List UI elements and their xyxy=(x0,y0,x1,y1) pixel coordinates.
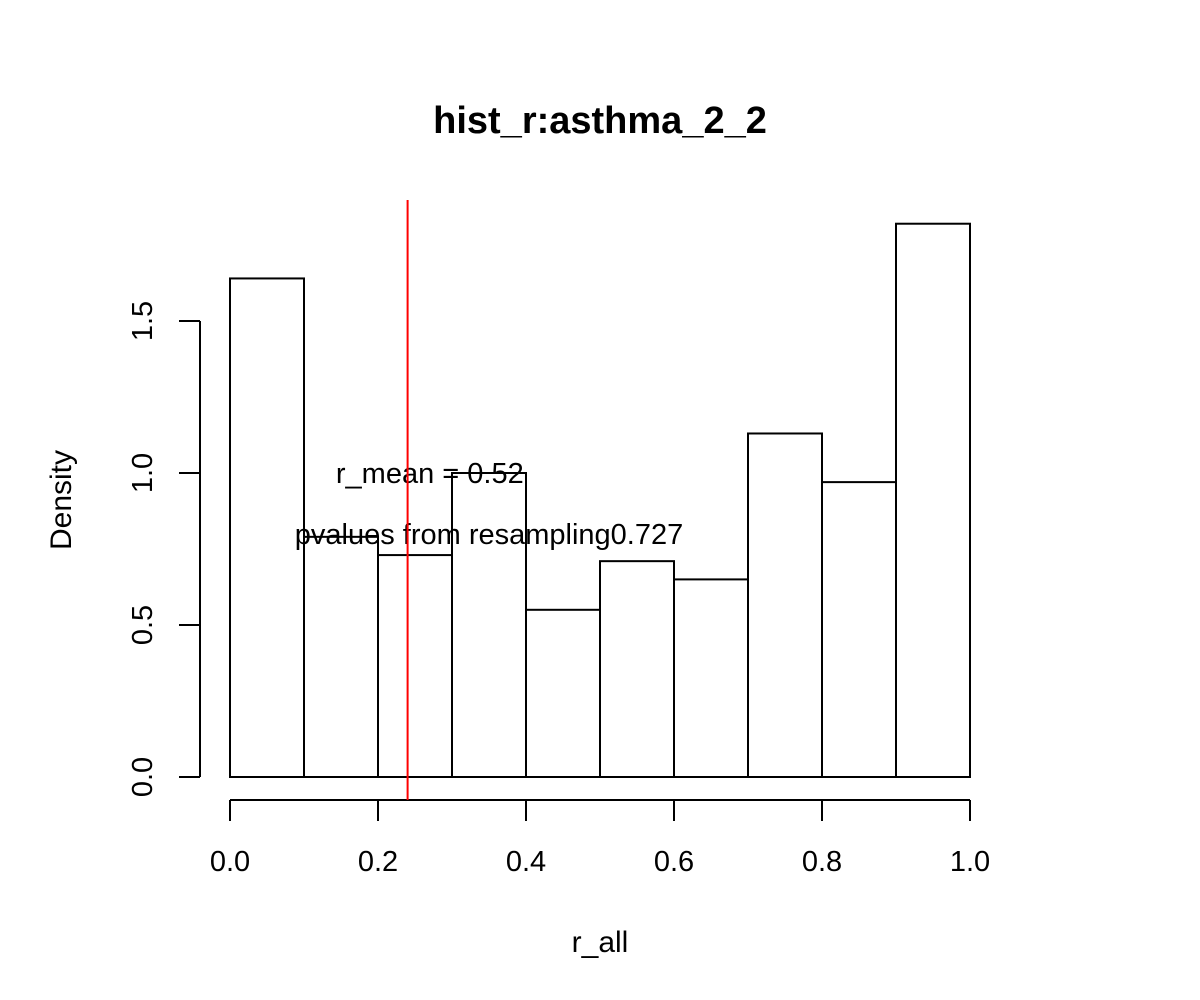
x-tick-label: 0.0 xyxy=(210,846,250,878)
y-tick-label: 0.5 xyxy=(127,605,159,645)
y-axis: 0.0 0.5 1.0 1.5 xyxy=(127,301,201,797)
y-axis-label: Density xyxy=(45,450,78,550)
y-tick-label: 1.0 xyxy=(127,453,159,493)
chart-title: hist_r:asthma_2_2 xyxy=(433,100,767,142)
histogram-bar-3 xyxy=(377,554,453,779)
histogram-bar-7 xyxy=(673,578,749,779)
histogram-bar-8 xyxy=(747,432,823,778)
histogram-bar-5 xyxy=(525,608,601,778)
histogram-bar-4 xyxy=(451,472,527,778)
x-tick-label: 0.4 xyxy=(506,846,546,878)
histogram-bar-1 xyxy=(229,277,305,778)
x-axis-label: r_all xyxy=(572,926,629,959)
x-tick-label: 1.0 xyxy=(950,846,990,878)
y-tick-label: 1.5 xyxy=(127,301,159,341)
histogram-bar-9 xyxy=(821,481,897,778)
histogram-bar-2 xyxy=(303,535,379,779)
x-axis: 0.0 0.2 0.4 0.6 0.8 1.0 xyxy=(210,799,990,878)
r-mean-annotation: r_mean = 0.52 xyxy=(336,458,524,490)
x-tick-label: 0.2 xyxy=(358,846,398,878)
histogram-bar-10 xyxy=(895,222,971,779)
y-tick-label: 0.0 xyxy=(127,757,159,797)
histogram-bars xyxy=(229,222,971,779)
histogram-bar-6 xyxy=(599,560,675,778)
annotations: r_mean = 0.52 pvalues from resampling0.72… xyxy=(295,458,683,551)
x-tick-label: 0.8 xyxy=(802,846,842,878)
x-tick-label: 0.6 xyxy=(654,846,694,878)
pvalue-annotation: pvalues from resampling0.727 xyxy=(295,519,683,551)
